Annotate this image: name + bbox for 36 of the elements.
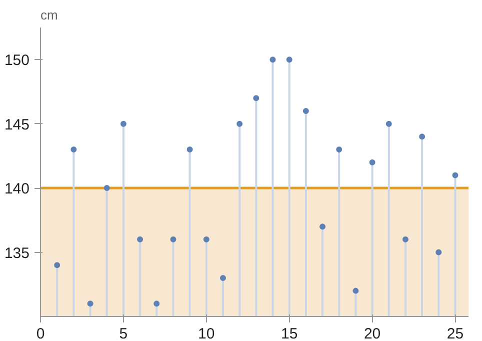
x-tick-label: 25	[446, 326, 464, 341]
point	[70, 146, 77, 153]
x-tick-label: 5	[119, 326, 128, 341]
point	[436, 249, 442, 256]
point	[104, 185, 110, 192]
point	[54, 262, 60, 268]
x-tick-label: 15	[280, 326, 298, 341]
point	[270, 56, 276, 63]
point	[203, 236, 210, 242]
point	[302, 108, 309, 114]
point	[236, 120, 243, 127]
point	[186, 146, 193, 153]
y-tick-label: 135	[4, 244, 30, 262]
point	[369, 159, 376, 166]
point	[452, 172, 458, 178]
point	[170, 236, 176, 242]
point	[154, 300, 160, 307]
point	[419, 134, 426, 140]
point	[352, 288, 359, 294]
point	[253, 95, 260, 102]
x-tick-label: 20	[364, 326, 381, 341]
y-axis-title: cm	[40, 8, 58, 22]
point	[336, 146, 342, 153]
y-tick-label: 150	[4, 52, 30, 70]
y-tick-label: 140	[4, 180, 30, 198]
point	[120, 120, 126, 127]
point	[286, 56, 292, 63]
point	[137, 236, 144, 242]
point	[87, 300, 94, 307]
x-tick-label: 0	[36, 326, 45, 341]
point	[402, 236, 408, 242]
x-tick-label: 10	[198, 326, 215, 341]
y-tick-label: 145	[4, 116, 30, 134]
point	[320, 224, 326, 230]
point	[220, 274, 226, 281]
point	[386, 120, 392, 127]
